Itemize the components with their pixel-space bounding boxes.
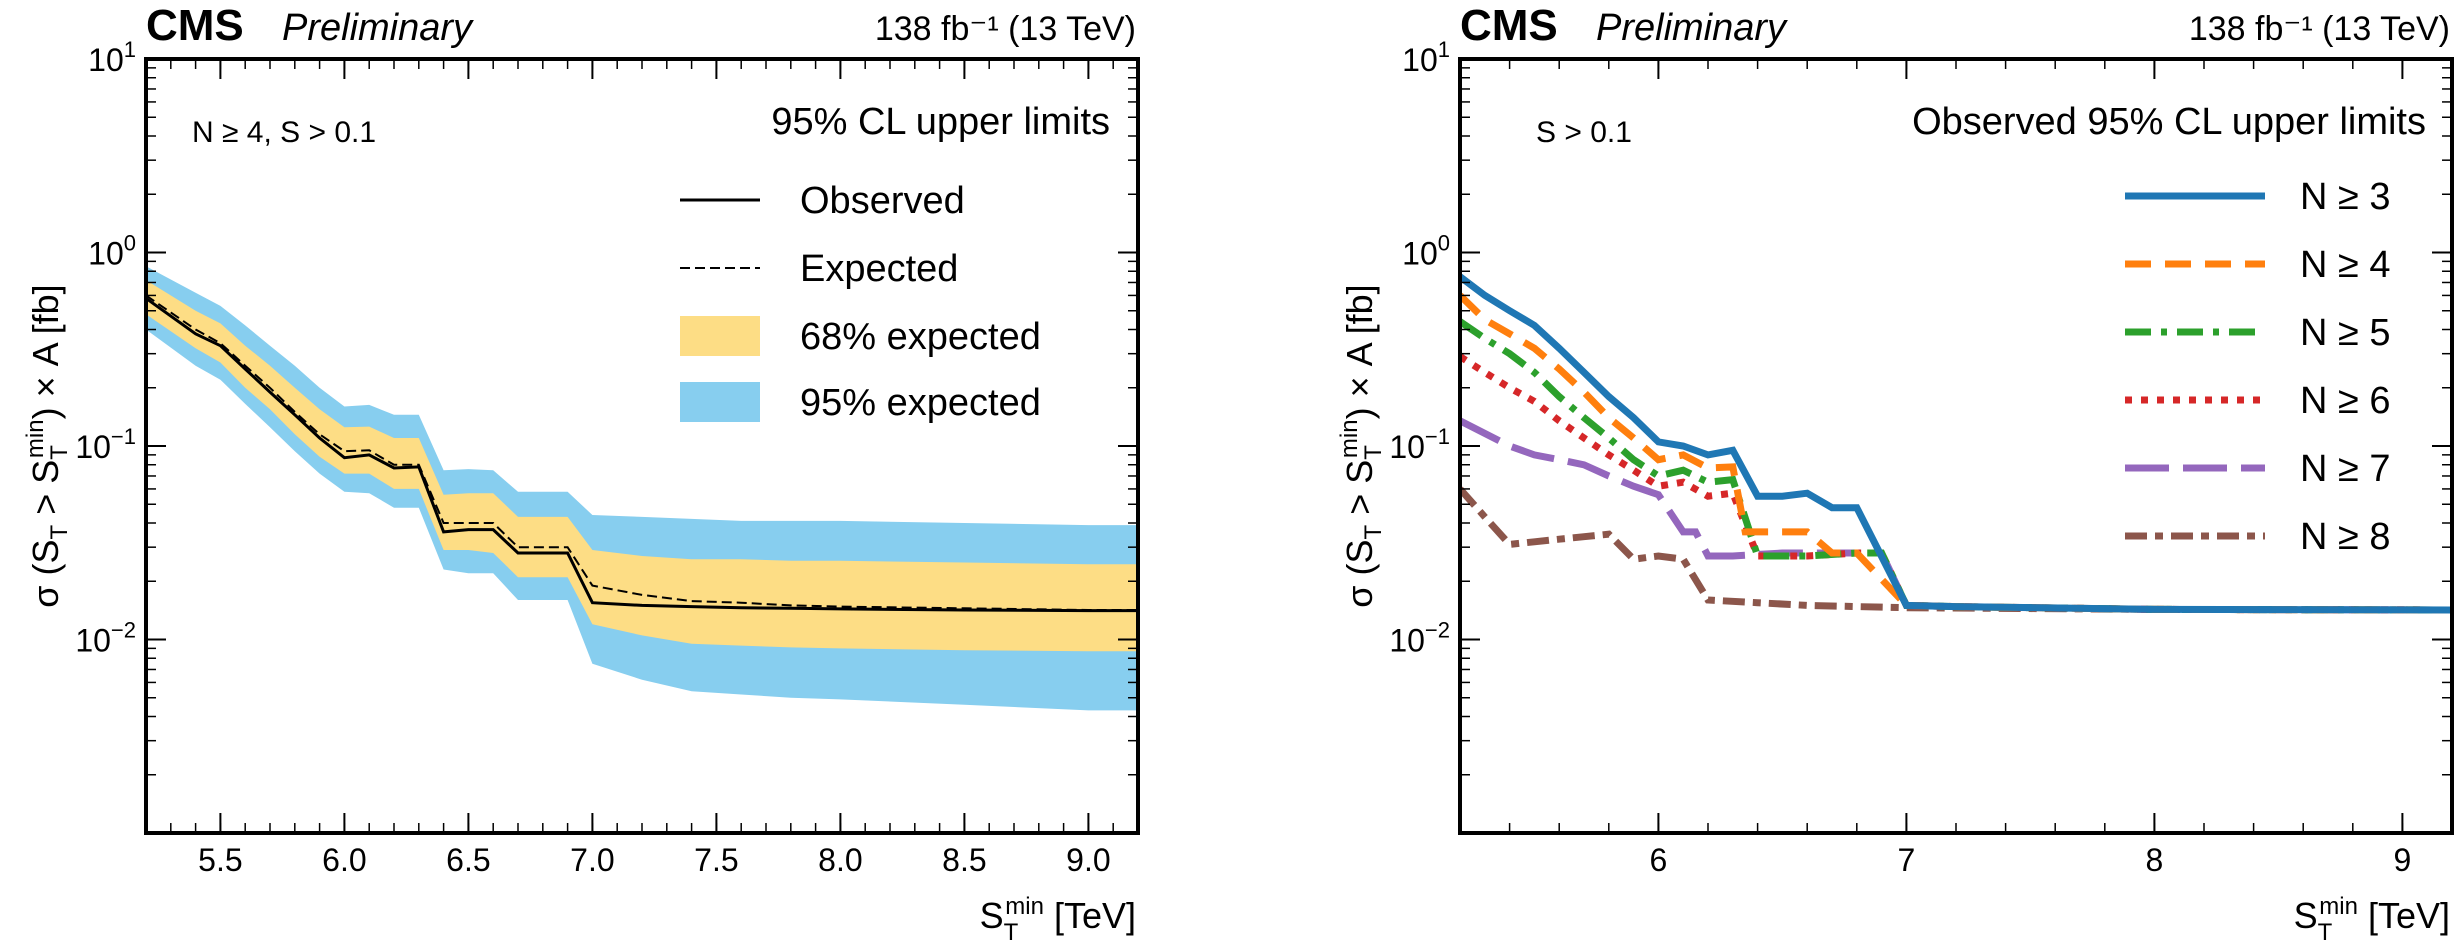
legend-expected-label: Expected bbox=[800, 248, 958, 290]
x-tick-label: 8.0 bbox=[818, 842, 862, 878]
left-preliminary-label: Preliminary bbox=[282, 7, 474, 49]
left-axis-ticks: 5.5 6.0 6.5 7.0 7.5 8.0 8.5 9.0 10−2 10−1 100 101 bbox=[75, 37, 1139, 878]
x-tick-label: 6.0 bbox=[322, 842, 366, 878]
observed-limit-line bbox=[145, 297, 1138, 613]
left-x-axis-label: STmin [TeV] bbox=[980, 893, 1136, 946]
left-legend: Observed Expected 68% expected 95% expec… bbox=[680, 180, 1041, 424]
left-selection-annotation: N ≥ 4, S > 0.1 bbox=[192, 116, 376, 149]
right-preliminary-label: Preliminary bbox=[1596, 7, 1788, 49]
y-tick-label: 101 bbox=[1402, 37, 1450, 78]
right-cms-label: CMS bbox=[1460, 1, 1558, 50]
legend-label-n3: N ≥ 3 bbox=[2300, 176, 2391, 218]
right-axis-ticks: 6 7 8 9 10−2 10−1 100 101 bbox=[1389, 37, 2453, 878]
right-legend: N ≥ 3 N ≥ 4 N ≥ 5 N ≥ 6 N ≥ 7 N ≥ 8 bbox=[2125, 176, 2391, 558]
left-chart-panel: 5.5 6.0 6.5 7.0 7.5 8.0 8.5 9.0 10−2 10−1 100 101 C… bbox=[22, 1, 1140, 946]
legend-label-n8: N ≥ 8 bbox=[2300, 516, 2391, 558]
y-tick-label: 101 bbox=[88, 37, 136, 78]
legend-label-n6: N ≥ 6 bbox=[2300, 380, 2391, 422]
svg-text:σ (ST > STmin) × A [fb]: σ (ST > STmin) × A [fb] bbox=[1336, 284, 1387, 607]
right-y-axis-label: σ (ST > STmin) × A [fb] bbox=[1336, 284, 1387, 607]
right-legend-title: Observed 95% CL upper limits bbox=[1912, 101, 2426, 143]
left-plot-area bbox=[145, 266, 1138, 711]
svg-text:STmin [TeV]: STmin [TeV] bbox=[980, 893, 1136, 946]
x-tick-label: 7.0 bbox=[570, 842, 614, 878]
legend-label-n7: N ≥ 7 bbox=[2300, 448, 2391, 490]
series-line-n4 bbox=[1460, 292, 2452, 614]
legend-label-n5: N ≥ 5 bbox=[2300, 312, 2391, 354]
y-tick-label: 100 bbox=[88, 231, 136, 272]
legend-68-swatch bbox=[680, 316, 760, 356]
y-tick-label: 100 bbox=[1402, 231, 1450, 272]
legend-95-swatch bbox=[680, 382, 760, 422]
right-plot-area bbox=[1460, 273, 2452, 614]
series-line-n6 bbox=[1460, 353, 2452, 614]
series-line-n8 bbox=[1460, 486, 2452, 614]
y-tick-label: 10−2 bbox=[75, 618, 136, 659]
svg-text:STmin [TeV]: STmin [TeV] bbox=[2294, 893, 2450, 946]
legend-95-label: 95% expected bbox=[800, 382, 1041, 424]
x-tick-label: 6 bbox=[1650, 842, 1668, 878]
x-tick-label: 8.5 bbox=[942, 842, 986, 878]
band-68-expected bbox=[146, 280, 1138, 652]
legend-observed-label: Observed bbox=[800, 180, 965, 222]
y-tick-label: 10−1 bbox=[75, 424, 136, 465]
left-lumi-label: 138 fb⁻¹ (13 TeV) bbox=[875, 10, 1136, 48]
expected-limit-line bbox=[145, 294, 1138, 611]
right-selection-annotation: S > 0.1 bbox=[1536, 116, 1632, 149]
right-chart-panel: 6 7 8 9 10−2 10−1 100 101 CMS Preliminary 138 f… bbox=[1336, 1, 2454, 946]
y-tick-label: 10−2 bbox=[1389, 618, 1450, 659]
legend-label-n4: N ≥ 4 bbox=[2300, 244, 2391, 286]
legend-68-label: 68% expected bbox=[800, 316, 1041, 358]
x-tick-label: 5.5 bbox=[198, 842, 242, 878]
x-tick-label: 8 bbox=[2146, 842, 2164, 878]
x-tick-label: 7.5 bbox=[694, 842, 738, 878]
x-tick-label: 6.5 bbox=[446, 842, 490, 878]
x-tick-label: 7 bbox=[1898, 842, 1916, 878]
left-cms-label: CMS bbox=[146, 1, 244, 50]
left-legend-title: 95% CL upper limits bbox=[771, 101, 1110, 143]
right-lumi-label: 138 fb⁻¹ (13 TeV) bbox=[2189, 10, 2450, 48]
x-tick-label: 9.0 bbox=[1066, 842, 1110, 878]
svg-text:σ (ST > STmin) × A [fb]: σ (ST > STmin) × A [fb] bbox=[22, 284, 73, 607]
right-x-axis-label: STmin [TeV] bbox=[2294, 893, 2450, 946]
series-line-n3 bbox=[1460, 273, 2452, 614]
left-y-axis-label: σ (ST > STmin) × A [fb] bbox=[22, 284, 73, 607]
x-tick-label: 9 bbox=[2394, 842, 2412, 878]
y-tick-label: 10−1 bbox=[1389, 424, 1450, 465]
right-series-lines bbox=[1460, 273, 2452, 614]
